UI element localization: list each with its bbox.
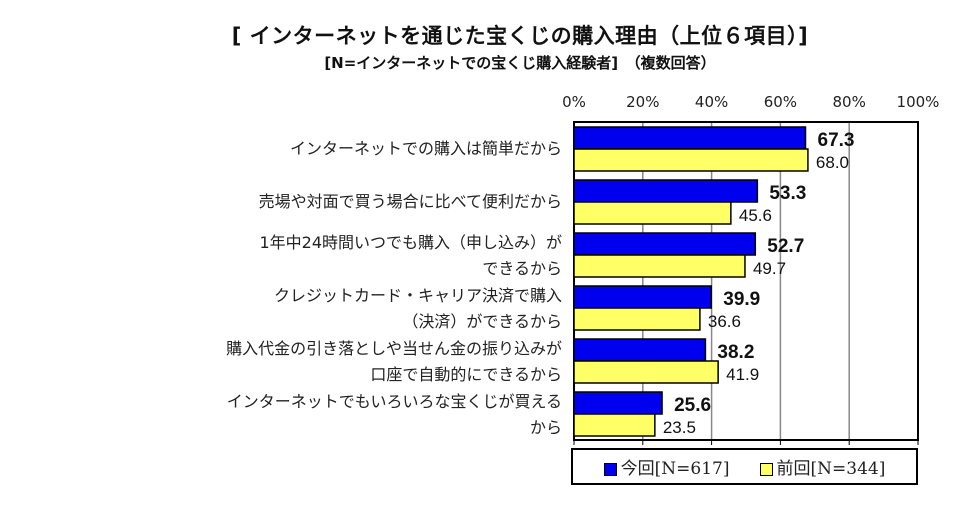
bar-current — [573, 179, 759, 203]
data-label: 39.9 — [723, 289, 760, 310]
data-label: 23.5 — [663, 418, 696, 437]
legend-item-previous: 前回[N=344] — [759, 454, 886, 479]
category-label: インターネットでの購入は簡単だから — [290, 136, 562, 162]
data-label: 36.6 — [708, 312, 741, 331]
x-tick-label: 20% — [626, 93, 659, 111]
legend: 今回[N=617] 前回[N=344] — [571, 448, 918, 485]
bar-previous — [573, 201, 732, 225]
x-tick-label: 100% — [897, 93, 940, 111]
bar-previous — [573, 413, 656, 437]
category-label: 売場や対面で買う場合に比べて便利だから — [259, 189, 562, 215]
category-label-line: インターネットでもいろいろな宝くじが買える — [226, 392, 562, 411]
x-tick-label: 60% — [764, 93, 797, 111]
data-label: 49.7 — [753, 259, 786, 278]
category-label-line: 口座で自動的にできるから — [370, 365, 562, 384]
bar-previous — [573, 360, 719, 384]
legend-swatch-previous — [759, 463, 773, 476]
legend-label-previous: 前回[N=344] — [776, 459, 886, 479]
category-label: クレジットカード・キャリア決済で購入 （決済）ができるから — [274, 283, 562, 335]
chart-title: [ インターネットを通じた宝くじの購入理由（上位６項目）] — [231, 24, 809, 48]
bar-current — [573, 338, 707, 362]
legend-swatch-current — [603, 463, 617, 476]
category-label-line: （決済）ができるから — [402, 312, 562, 331]
data-label: 53.3 — [769, 183, 806, 204]
plot-frame — [573, 121, 919, 441]
bar-current — [573, 232, 757, 256]
bar-previous — [573, 307, 701, 331]
bar-current — [573, 126, 807, 150]
data-label: 67.3 — [818, 130, 855, 151]
data-label: 38.2 — [717, 342, 754, 363]
data-label: 25.6 — [674, 395, 711, 416]
data-label: 68.0 — [816, 153, 849, 172]
category-label-line: 売場や対面で買う場合に比べて便利だから — [258, 192, 562, 211]
bar-previous — [573, 148, 809, 172]
x-tick-label: 0% — [562, 93, 586, 111]
legend-item-current: 今回[N=617] — [603, 454, 730, 479]
category-label-line: できるから — [482, 259, 562, 278]
bar-current — [573, 391, 663, 415]
category-label: 1年中24時間いつでも購入（申し込み）ができるから — [259, 230, 562, 282]
category-label-line: 1年中24時間いつでも購入（申し込み）が — [259, 233, 562, 252]
data-label: 45.6 — [739, 206, 772, 225]
bar-previous — [573, 254, 746, 278]
category-label: 購入代金の引き落としや当せん金の振り込みが口座で自動的にできるから — [226, 336, 562, 388]
category-label: インターネットでもいろいろな宝くじが買えるから — [227, 389, 562, 441]
bar-current — [573, 285, 713, 309]
category-label-line: から — [529, 418, 562, 437]
category-label-line: クレジットカード・キャリア決済で購入 — [273, 286, 562, 305]
x-tick-label: 80% — [833, 93, 866, 111]
data-label: 41.9 — [726, 365, 759, 384]
data-label: 52.7 — [767, 236, 804, 257]
category-label-line: 購入代金の引き落としや当せん金の振り込みが — [226, 339, 562, 358]
legend-label-current: 今回[N=617] — [620, 459, 730, 479]
x-tick-label: 40% — [695, 93, 728, 111]
chart-subtitle: [N=インターネットでの宝くじ購入経験者] （複数回答） — [324, 54, 716, 72]
category-label-line: インターネットでの購入は簡単だから — [289, 139, 562, 158]
